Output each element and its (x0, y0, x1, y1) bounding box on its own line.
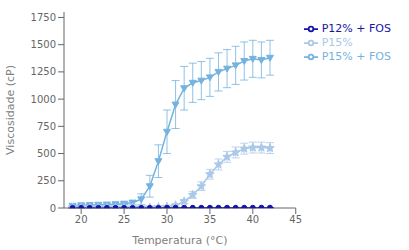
svg-text:750: 750 (37, 121, 56, 132)
html-text:P15% + FOS: P15% + FOS (321, 50, 391, 63)
html-text:P12% + FOS: P12% + FOS (321, 22, 391, 35)
svg-text:0: 0 (50, 203, 56, 214)
svg-text:1250: 1250 (31, 66, 56, 77)
svg-text:500: 500 (37, 148, 56, 159)
svg-text:30: 30 (161, 214, 174, 225)
svg-text:45: 45 (289, 214, 302, 225)
svg-text:1750: 1750 (31, 12, 56, 23)
svg-text:1000: 1000 (31, 94, 56, 105)
svg-text:Temperatura (°C): Temperatura (°C) (131, 234, 227, 247)
svg-text:1500: 1500 (31, 39, 56, 50)
svg-text:40: 40 (246, 214, 259, 225)
svg-text:35: 35 (204, 214, 217, 225)
svg-text:25: 25 (118, 214, 131, 225)
svg-text:250: 250 (37, 175, 56, 186)
svg-text:Viscosidade (cP): Viscosidade (cP) (8, 65, 17, 155)
svg-text:20: 20 (75, 214, 88, 225)
html-text:P15%: P15% (321, 36, 353, 49)
